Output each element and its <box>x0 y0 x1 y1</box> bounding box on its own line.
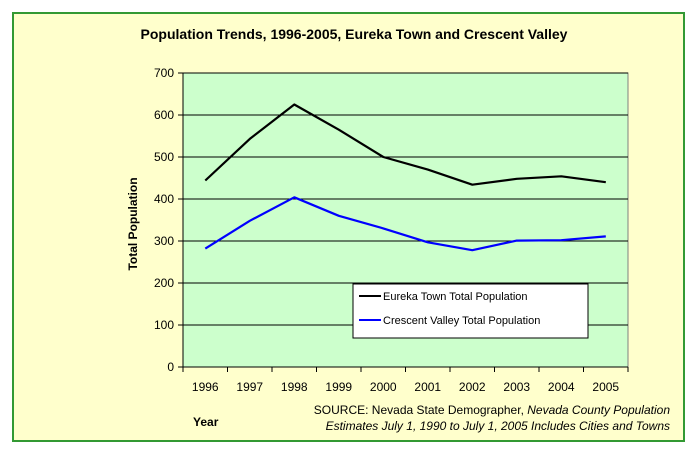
y-tick-label-400: 400 <box>154 192 174 206</box>
y-tick-label-0: 0 <box>167 360 174 374</box>
y-axis-label: Total Population <box>126 177 140 270</box>
x-axis: 1996 1997 1998 1999 2000 2001 2002 2003 2004 2005 <box>182 366 629 394</box>
y-axis: 0 100 200 300 400 500 600 700 <box>154 66 184 374</box>
line-chart: Population Trends, 1996-2005, Eureka Tow… <box>126 26 671 433</box>
x-tick-label-1997: 1997 <box>236 380 263 394</box>
x-tick-label-2003: 2003 <box>503 380 530 394</box>
legend-label-crescent-valley: Crescent Valley Total Population <box>383 315 540 327</box>
series-lines <box>204 103 606 252</box>
y-tick-label-100: 100 <box>154 318 174 332</box>
x-tick-label-2005: 2005 <box>592 380 619 394</box>
y-tick-label-500: 500 <box>154 150 174 164</box>
series-line-crescent-valley <box>204 196 606 252</box>
y-tick-label-300: 300 <box>154 234 174 248</box>
y-tick-label-700: 700 <box>154 66 174 80</box>
source-italic-title: Nevada County Population <box>527 403 670 417</box>
source-prefix: SOURCE: Nevada State Demographer, <box>314 403 527 417</box>
x-tick-label-2000: 2000 <box>370 380 397 394</box>
x-tick-label-2004: 2004 <box>548 380 575 394</box>
legend-label-eureka: Eureka Town Total Population <box>383 291 528 303</box>
x-tick-label-2002: 2002 <box>459 380 486 394</box>
chart-title: Population Trends, 1996-2005, Eureka Tow… <box>141 26 568 42</box>
legend-box <box>352 283 589 339</box>
series-line-eureka <box>204 103 606 186</box>
chart-frame: Population Trends, 1996-2005, Eureka Tow… <box>12 12 685 442</box>
source-line-2: Estimates July 1, 1990 to July 1, 2005 I… <box>326 419 670 433</box>
legend: Eureka Town Total Population Crescent Va… <box>352 283 589 339</box>
y-tick-label-600: 600 <box>154 108 174 122</box>
x-tick-label-1996: 1996 <box>192 380 219 394</box>
x-tick-label-2001: 2001 <box>414 380 441 394</box>
x-tick-label-1999: 1999 <box>325 380 352 394</box>
y-tick-label-200: 200 <box>154 276 174 290</box>
x-axis-label: Year <box>193 415 219 429</box>
x-tick-label-1998: 1998 <box>281 380 308 394</box>
source-line-1: SOURCE: Nevada State Demographer, Nevada… <box>314 403 671 417</box>
